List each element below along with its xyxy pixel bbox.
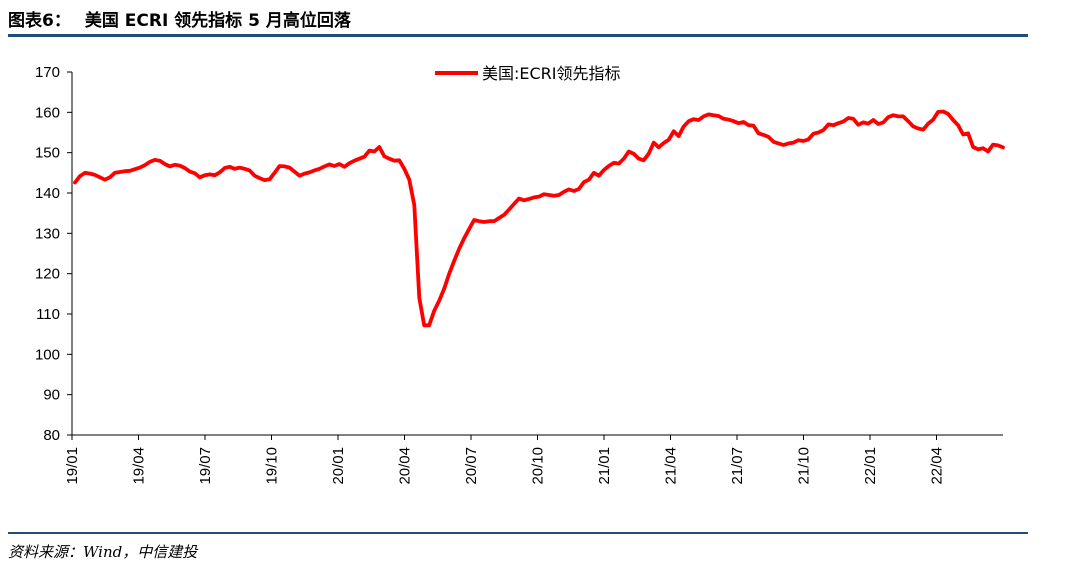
y-tick-label: 150 [35,145,60,162]
source-note: 资料来源：Wind，中信建投 [8,543,198,561]
y-tick-label: 100 [35,346,60,363]
x-tick-label: 20/01 [330,447,347,485]
y-tick-label: 80 [43,427,60,444]
legend: 美国:ECRI领先指标 [435,64,621,83]
x-tick-label: 19/07 [197,447,214,485]
series-layer [73,109,1005,328]
y-tick-label: 170 [35,64,60,81]
top-rule [8,34,1028,37]
x-tick-label: 22/01 [862,447,879,485]
x-tick-label: 21/04 [663,447,680,485]
x-tick-label: 19/04 [131,447,148,485]
figure-title-text: 美国 ECRI 领先指标 5 月高位回落 [84,11,351,31]
figure-number: 图表6： [8,11,71,31]
bottom-rule [8,532,1028,534]
legend-label: 美国:ECRI领先指标 [482,64,621,83]
x-tick-label: 20/10 [530,447,547,485]
x-tick-label: 21/01 [596,447,613,485]
y-axis: 80 90 100 110 120 130 140 150 160 170 [35,64,73,444]
x-tick-label: 19/01 [64,447,81,485]
y-tick-label: 160 [35,104,60,121]
x-tick-label: 21/07 [729,447,746,485]
x-axis: 19/01 19/04 19/07 19/10 20/01 20/04 20/07 20/10… [64,434,1003,485]
y-tick-label: 140 [35,185,60,202]
y-tick-label: 130 [35,225,60,242]
x-tick-label: 20/04 [397,447,414,485]
series-line-ecri [73,109,1005,328]
figure-title: 图表6： 美国 ECRI 领先指标 5 月高位回落 [8,6,351,31]
y-tick-label: 90 [43,387,60,404]
y-tick-label: 110 [36,306,60,323]
x-tick-label: 19/10 [264,447,281,485]
y-tick-label: 120 [35,266,60,283]
x-tick-label: 20/07 [463,447,480,485]
x-tick-label: 22/04 [929,447,946,485]
x-tick-label: 21/10 [796,447,813,485]
